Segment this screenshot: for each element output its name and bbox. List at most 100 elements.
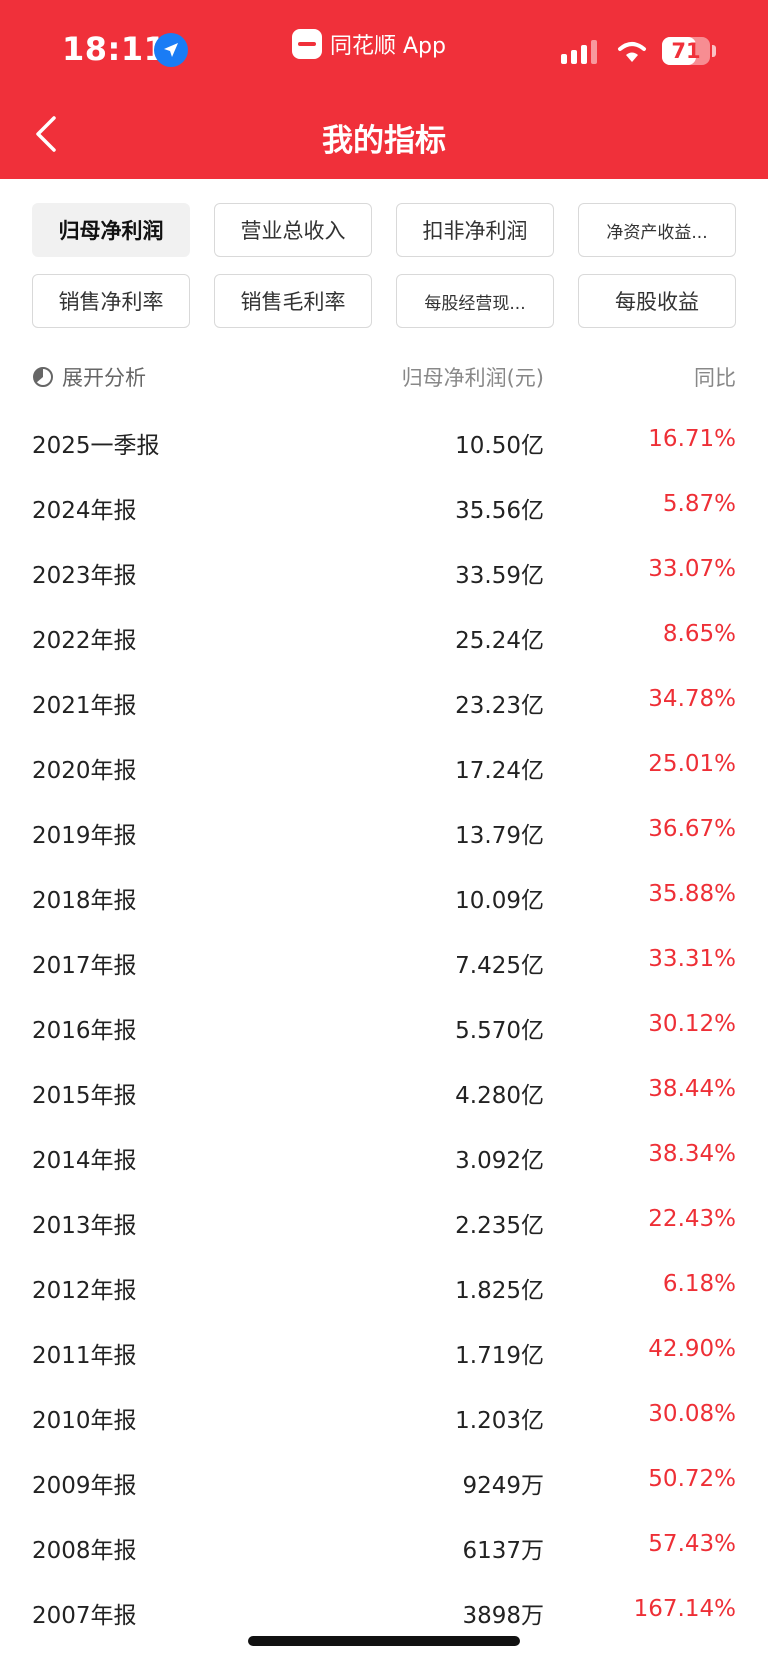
period-cell: 2016年报 xyxy=(32,1018,137,1044)
page-title: 我的指标 xyxy=(322,123,446,159)
table-row[interactable]: 2015年报 4.280亿 38.44% xyxy=(32,1062,736,1127)
expand-analysis-button[interactable]: 展开分析 xyxy=(32,362,146,392)
period-cell: 2020年报 xyxy=(32,758,137,784)
table-row[interactable]: 2014年报 3.092亿 38.34% xyxy=(32,1127,736,1192)
table-row[interactable]: 2018年报 10.09亿 35.88% xyxy=(32,867,736,932)
yoy-cell: 25.01% xyxy=(648,751,736,777)
value-column-header: 归母净利润(元) xyxy=(401,366,544,390)
tab-deducted-net-profit[interactable]: 扣非净利润 xyxy=(396,203,554,257)
value-cell: 6137万 xyxy=(462,1538,544,1564)
value-cell: 1.825亿 xyxy=(455,1278,544,1304)
return-to-app-link[interactable]: 同花顺 App xyxy=(292,28,446,60)
table-row[interactable]: 2025一季报 10.50亿 16.71% xyxy=(32,412,736,477)
app-header: 18:11 同花顺 App 71 我的指标 xyxy=(0,0,768,179)
yoy-cell: 38.44% xyxy=(648,1076,736,1102)
table-row[interactable]: 2019年报 13.79亿 36.67% xyxy=(32,802,736,867)
table-row[interactable]: 2012年报 1.825亿 6.18% xyxy=(32,1257,736,1322)
period-cell: 2022年报 xyxy=(32,628,137,654)
expand-analysis-label: 展开分析 xyxy=(62,366,146,390)
period-cell: 2015年报 xyxy=(32,1083,137,1109)
period-cell: 2007年报 xyxy=(32,1603,137,1629)
yoy-cell: 5.87% xyxy=(662,491,736,517)
period-cell: 2019年报 xyxy=(32,823,137,849)
yoy-cell: 16.71% xyxy=(648,426,736,452)
period-cell: 2021年报 xyxy=(32,693,137,719)
value-cell: 5.570亿 xyxy=(455,1018,544,1044)
period-cell: 2014年报 xyxy=(32,1148,137,1174)
tab-eps[interactable]: 每股收益 xyxy=(578,274,736,328)
period-cell: 2012年报 xyxy=(32,1278,137,1304)
period-cell: 2025一季报 xyxy=(32,433,160,459)
value-cell: 10.09亿 xyxy=(455,888,544,914)
table-row[interactable]: 2010年报 1.203亿 30.08% xyxy=(32,1387,736,1452)
app-logo-icon xyxy=(292,29,322,59)
value-cell: 3898万 xyxy=(462,1603,544,1629)
table-row[interactable]: 2021年报 23.23亿 34.78% xyxy=(32,672,736,737)
period-cell: 2011年报 xyxy=(32,1343,137,1369)
yoy-cell: 167.14% xyxy=(633,1596,736,1622)
table-row[interactable]: 2022年报 25.24亿 8.65% xyxy=(32,607,736,672)
yoy-cell: 30.08% xyxy=(648,1401,736,1427)
period-cell: 2013年报 xyxy=(32,1213,137,1239)
table-row[interactable]: 2017年报 7.425亿 33.31% xyxy=(32,932,736,997)
table-row[interactable]: 2009年报 9249万 50.72% xyxy=(32,1452,736,1517)
table-row[interactable]: 2024年报 35.56亿 5.87% xyxy=(32,477,736,542)
table-row[interactable]: 2013年报 2.235亿 22.43% xyxy=(32,1192,736,1257)
period-cell: 2018年报 xyxy=(32,888,137,914)
metric-tabs: 归母净利润 营业总收入 扣非净利润 净资产收益... 销售净利率 销售毛利率 每… xyxy=(32,203,737,328)
value-cell: 23.23亿 xyxy=(455,693,544,719)
yoy-cell: 38.34% xyxy=(648,1141,736,1167)
period-cell: 2008年报 xyxy=(32,1538,137,1564)
table-row[interactable]: 2011年报 1.719亿 42.90% xyxy=(32,1322,736,1387)
tab-operating-cash-flow-per-share[interactable]: 每股经营现... xyxy=(396,274,554,328)
yoy-cell: 57.43% xyxy=(648,1531,736,1557)
value-cell: 7.425亿 xyxy=(455,953,544,979)
yoy-cell: 22.43% xyxy=(648,1206,736,1232)
chevron-left-icon xyxy=(36,116,56,152)
yoy-cell: 42.90% xyxy=(648,1336,736,1362)
period-cell: 2024年报 xyxy=(32,498,137,524)
battery-tip xyxy=(712,45,716,57)
yoy-cell: 34.78% xyxy=(648,686,736,712)
table-row[interactable]: 2007年报 3898万 167.14% xyxy=(32,1582,736,1647)
value-cell: 17.24亿 xyxy=(455,758,544,784)
period-cell: 2017年报 xyxy=(32,953,137,979)
table-row[interactable]: 2020年报 17.24亿 25.01% xyxy=(32,737,736,802)
yoy-cell: 30.12% xyxy=(648,1011,736,1037)
yoy-cell: 33.31% xyxy=(648,946,736,972)
period-cell: 2009年报 xyxy=(32,1473,137,1499)
period-cell: 2010年报 xyxy=(32,1408,137,1434)
value-cell: 1.203亿 xyxy=(455,1408,544,1434)
value-cell: 33.59亿 xyxy=(455,563,544,589)
battery-percentage: 71 xyxy=(671,39,701,63)
yoy-cell: 50.72% xyxy=(648,1466,736,1492)
yoy-column-header: 同比 xyxy=(694,366,736,390)
value-cell: 2.235亿 xyxy=(455,1213,544,1239)
value-cell: 35.56亿 xyxy=(455,498,544,524)
yoy-cell: 8.65% xyxy=(662,621,736,647)
tab-gross-profit-margin[interactable]: 销售毛利率 xyxy=(214,274,372,328)
value-cell: 13.79亿 xyxy=(455,823,544,849)
value-cell: 3.092亿 xyxy=(455,1148,544,1174)
table-header: 展开分析 归母净利润(元) 同比 xyxy=(32,362,736,396)
yoy-cell: 36.67% xyxy=(648,816,736,842)
value-cell: 4.280亿 xyxy=(455,1083,544,1109)
value-cell: 1.719亿 xyxy=(455,1343,544,1369)
home-indicator[interactable] xyxy=(248,1636,520,1646)
tab-net-profit-margin[interactable]: 销售净利率 xyxy=(32,274,190,328)
yoy-cell: 6.18% xyxy=(662,1271,736,1297)
app-name: 同花顺 App xyxy=(330,34,446,59)
back-button[interactable] xyxy=(28,112,68,156)
tab-total-revenue[interactable]: 营业总收入 xyxy=(214,203,372,257)
period-cell: 2023年报 xyxy=(32,563,137,589)
yoy-cell: 35.88% xyxy=(648,881,736,907)
pie-chart-icon xyxy=(33,367,53,387)
table-row[interactable]: 2008年报 6137万 57.43% xyxy=(32,1517,736,1582)
tab-roe[interactable]: 净资产收益... xyxy=(578,203,736,257)
table-row[interactable]: 2023年报 33.59亿 33.07% xyxy=(32,542,736,607)
value-cell: 9249万 xyxy=(462,1473,544,1499)
yoy-cell: 33.07% xyxy=(648,556,736,582)
data-table: 2025一季报 10.50亿 16.71% 2024年报 35.56亿 5.87% 20… xyxy=(32,412,736,1647)
tab-net-profit-attributable[interactable]: 归母净利润 xyxy=(32,203,190,257)
table-row[interactable]: 2016年报 5.570亿 30.12% xyxy=(32,997,736,1062)
